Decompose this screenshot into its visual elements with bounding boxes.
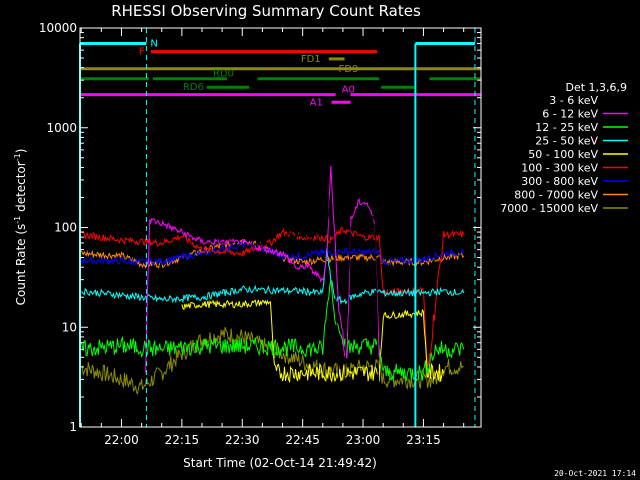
y-tick-label: 1000 <box>46 121 77 135</box>
x-tick-label: 23:15 <box>406 433 441 447</box>
legend-entry: 7000 - 15000 keV <box>500 202 598 215</box>
x-tick-label: 23:00 <box>346 433 381 447</box>
y-axis-label-mid: detector <box>14 161 28 216</box>
x-tick-label: 22:45 <box>285 433 320 447</box>
x-tick-label: 22:30 <box>225 433 260 447</box>
legend-entry: 6 - 12 keV <box>542 108 598 121</box>
series-line <box>81 248 465 305</box>
legend-entry: 100 - 300 keV <box>521 162 598 175</box>
attenuator-bar-label: N <box>150 38 157 49</box>
series-line <box>181 299 445 384</box>
chart-title: RHESSI Observing Summary Count Rates <box>111 2 421 20</box>
y-tick-label: 100 <box>54 221 77 235</box>
axes: 22:00 22:15 22:30 22:45 23:00 23:15 1 10 100 1000… <box>39 21 482 447</box>
legend-entry: 300 - 800 keV <box>521 175 598 188</box>
attenuator-bar-label: F <box>139 47 145 58</box>
legend-entry: 3 - 6 keV <box>549 94 598 107</box>
legend-entry: 800 - 7000 keV <box>514 189 598 202</box>
x-tick-label: 22:15 <box>165 433 200 447</box>
attenuator-bar-label: RD0 <box>213 69 234 80</box>
y-tick-label: 10 <box>62 320 77 334</box>
legend-title: Det 1,3,6,9 <box>565 81 627 94</box>
x-tick-label: 22:00 <box>104 433 139 447</box>
footer-date: 20-Oct-2021 17:14 <box>554 469 636 478</box>
y-axis-label-sup1: -1 <box>13 216 22 224</box>
y-axis-label-end: ) <box>14 149 28 154</box>
y-tick-label: 10000 <box>39 21 77 35</box>
y-axis-label: Count Rate (s-1 detector-1) <box>13 149 28 306</box>
attenuator-bar-label: FD1 <box>301 54 321 65</box>
attenuator-bar-label: FD9 <box>339 64 359 75</box>
attenuator-bar-label: RD6 <box>183 82 204 93</box>
legend-entry: 25 - 50 keV <box>535 135 598 148</box>
y-axis-label-main: Count Rate (s <box>14 224 28 306</box>
attenuator-bar-label: A1 <box>310 97 323 108</box>
legend-entry: 50 - 100 keV <box>528 148 598 161</box>
series-group <box>80 165 465 424</box>
y-axis-label-sup2: -1 <box>13 153 22 161</box>
y-tick-label: 1 <box>69 420 77 434</box>
series-line <box>145 190 380 424</box>
series-line <box>80 280 465 382</box>
legend-entry: 12 - 25 keV <box>535 121 598 134</box>
x-axis-label: Start Time (02-Oct-14 21:49:42) <box>183 456 377 470</box>
attenuator-bar-label: A0 <box>342 85 355 96</box>
